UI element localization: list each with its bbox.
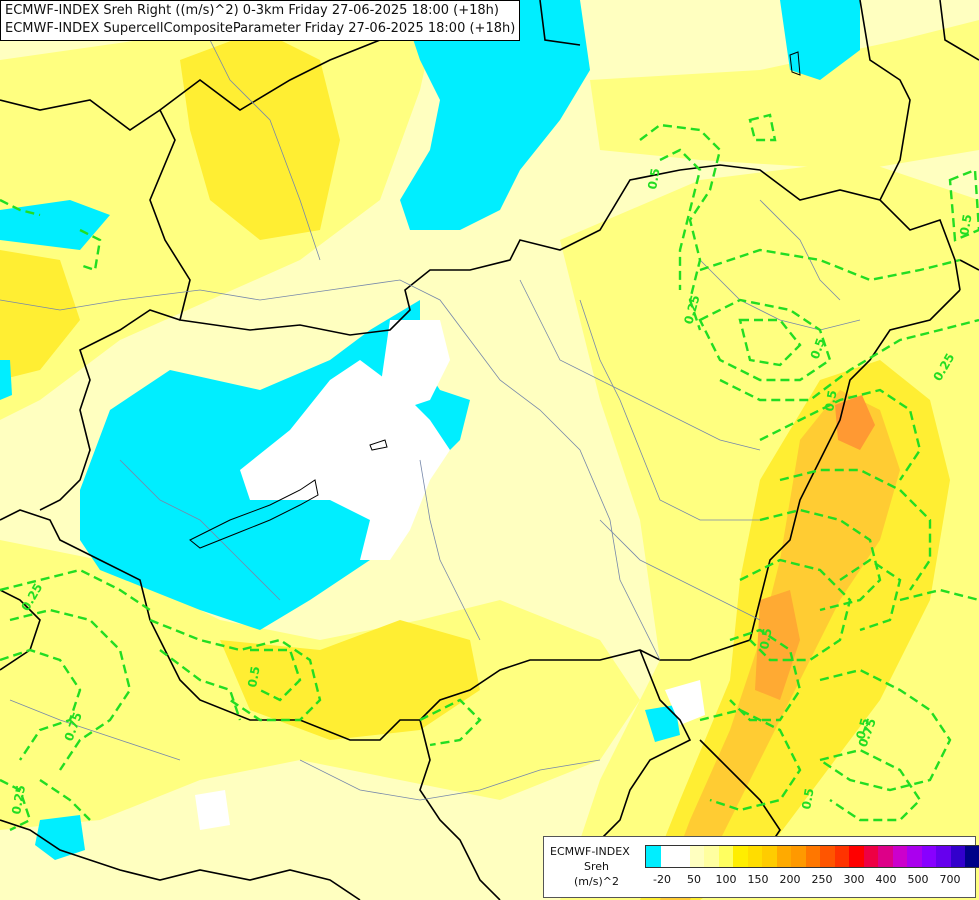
title-line-1: ECMWF-INDEX Sreh Right ((m/s)^2) 0-3km F… — [5, 3, 499, 18]
legend-swatch — [704, 846, 719, 867]
contour-label: 0.5 — [853, 717, 872, 741]
legend-tick-label: 50 — [687, 873, 701, 886]
cyan-area-north — [400, 0, 590, 230]
orange-peak — [835, 395, 875, 450]
contour-label: 0.5 — [799, 787, 816, 810]
contour-label: 0.5 — [757, 627, 774, 650]
legend-param: Sreh — [584, 860, 610, 873]
legend-swatch — [965, 846, 979, 867]
contour-label: 0.5 — [645, 167, 662, 190]
legend-swatch — [921, 846, 936, 867]
scp-contours — [0, 113, 979, 832]
legend-swatch — [646, 846, 661, 867]
legend-swatch — [849, 846, 864, 867]
white-area-southeast — [665, 680, 705, 725]
cyan-area-southeast-small — [645, 705, 680, 742]
legend-swatch — [689, 846, 704, 867]
yellow-area-north — [590, 20, 979, 170]
color-legend: ECMWF-INDEX Sreh (m/s)^2 -20 50 100 150 200 2… — [543, 836, 979, 898]
orange-peak-south — [755, 590, 800, 700]
small-lake — [369, 439, 388, 451]
white-area-lake — [380, 320, 450, 410]
legend-swatch — [936, 846, 951, 867]
cyan-area-left-edge — [0, 360, 12, 400]
legend-swatch — [733, 846, 748, 867]
legend-tick-label: 250 — [811, 873, 833, 886]
legend-tick-label: 400 — [875, 873, 897, 886]
legend-swatch — [820, 846, 835, 867]
legend-color-bar — [645, 845, 979, 868]
legend-swatch — [718, 846, 733, 867]
legend-swatch — [762, 846, 777, 867]
legend-model: ECMWF-INDEX — [550, 845, 630, 858]
legend-unit: (m/s)^2 — [574, 875, 619, 888]
map-title: ECMWF-INDEX Sreh Right ((m/s)^2) 0-3km F… — [0, 0, 521, 41]
legend-swatch — [907, 846, 922, 867]
legend-tick-label: 150 — [747, 873, 769, 886]
legend-tick-label: 100 — [715, 873, 737, 886]
legend-swatch — [805, 846, 820, 867]
small-lake-ne — [789, 51, 801, 76]
strong-yellow-west — [0, 250, 80, 380]
white-area-central — [240, 360, 450, 560]
contour-label: 0.5 — [245, 665, 262, 688]
legend-swatch — [878, 846, 893, 867]
legend-tick-label: 200 — [779, 873, 801, 886]
legend-swatch — [791, 846, 806, 867]
legend-swatch — [950, 846, 965, 867]
contour-label: 0.5 — [957, 213, 974, 236]
legend-swatch — [834, 846, 849, 867]
contour-label: 0.25 — [9, 784, 28, 816]
lake-outline — [189, 479, 319, 549]
contour-label: 0.5 — [822, 389, 839, 412]
white-area-south — [195, 790, 230, 830]
rivers — [0, 19, 861, 801]
legend-swatch — [675, 846, 690, 867]
legend-tick-label: 300 — [843, 873, 865, 886]
legend-swatch — [747, 846, 762, 867]
legend-swatch — [863, 846, 878, 867]
cyan-area-northeast — [780, 0, 860, 80]
contour-label: 0.5 — [808, 336, 828, 361]
cyan-area-south-small — [35, 815, 85, 860]
legend-ticks: -20 50 100 150 200 250 300 400 500 700 — [645, 873, 975, 889]
title-line-2: ECMWF-INDEX SupercellCompositeParameter … — [5, 21, 516, 36]
legend-tick-label: 500 — [907, 873, 929, 886]
strong-yellow-northwest — [180, 30, 340, 240]
legend-tick-label: 700 — [939, 873, 961, 886]
legend-swatch — [776, 846, 791, 867]
legend-tick-label: -20 — [653, 873, 671, 886]
legend-swatch — [892, 846, 907, 867]
legend-swatch — [660, 846, 675, 867]
